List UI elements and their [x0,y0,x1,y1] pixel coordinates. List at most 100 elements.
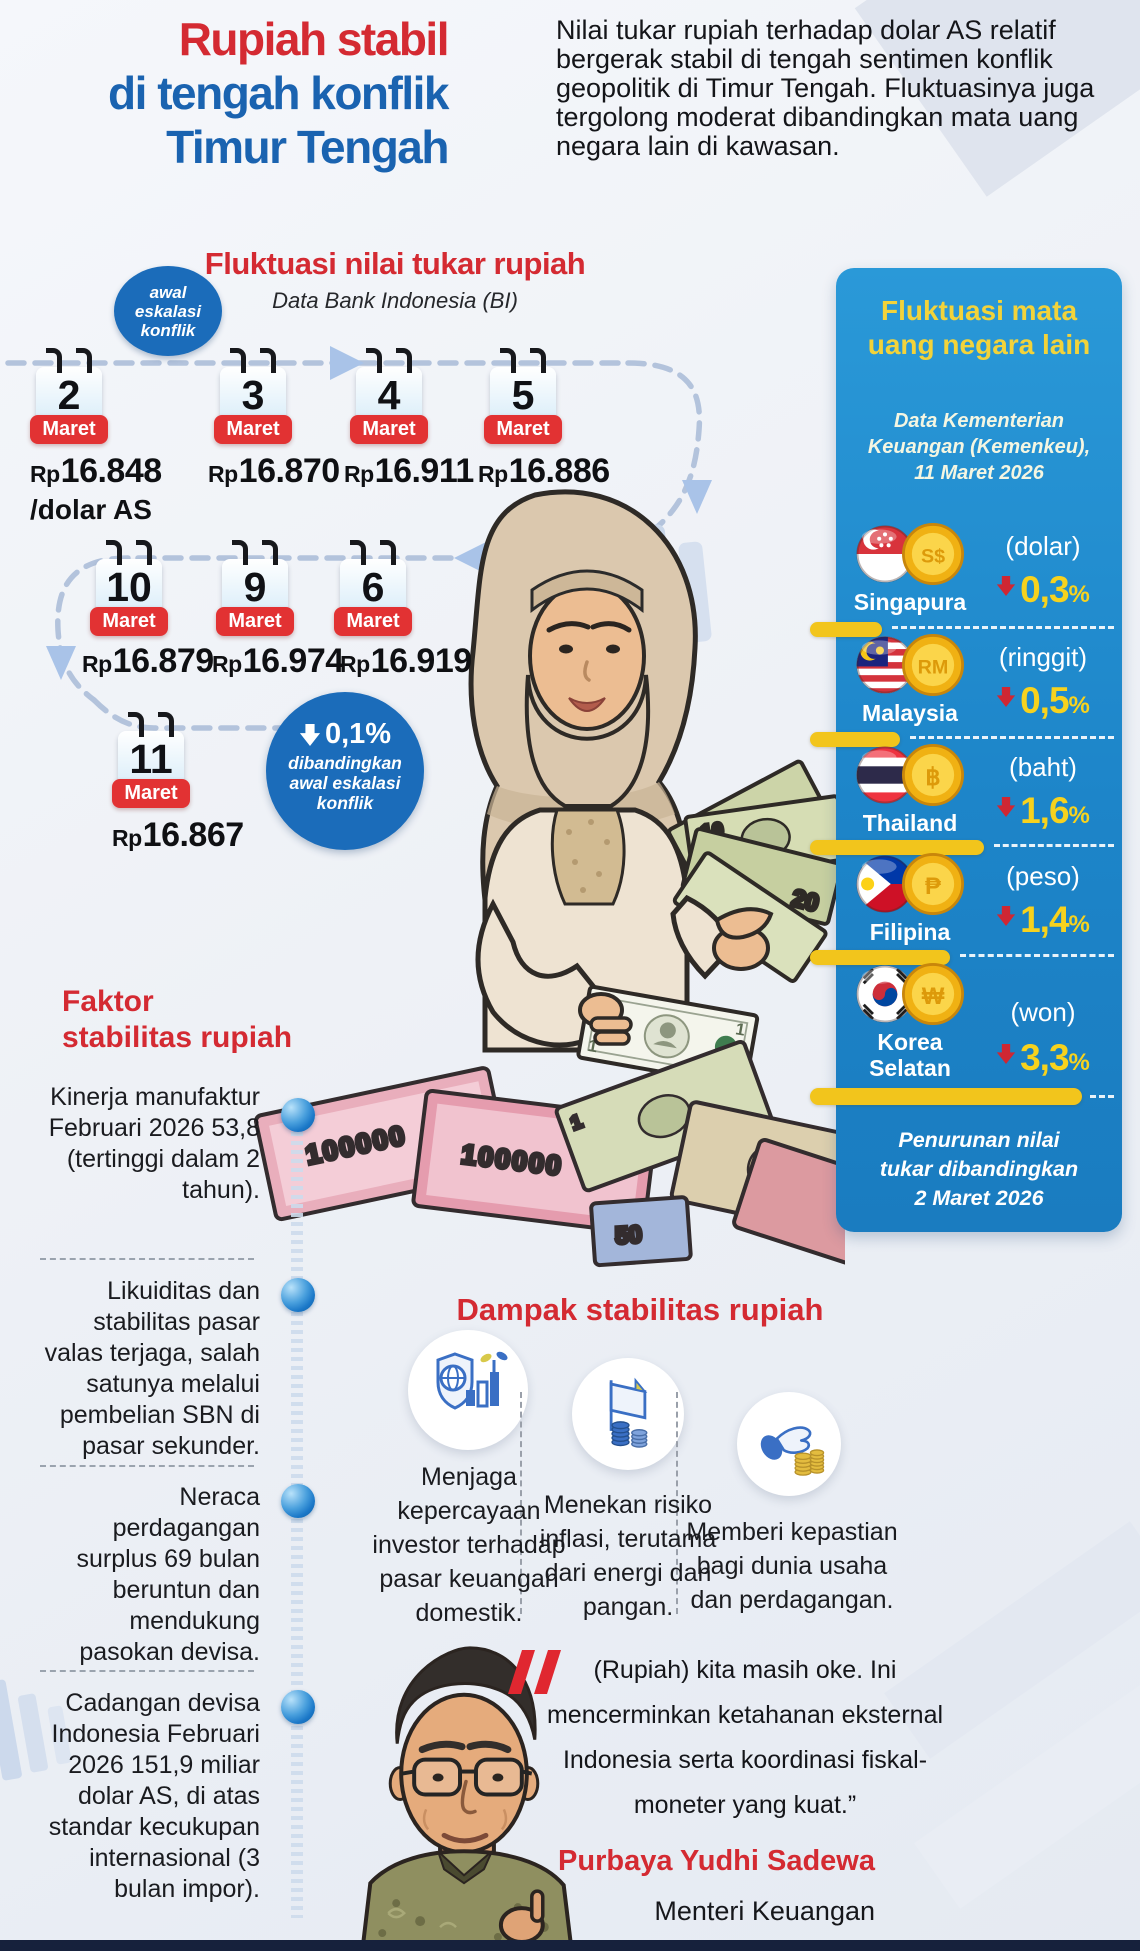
rate-value: Rp16.867 [112,816,244,854]
down-arrow-icon [996,906,1016,926]
page-title-line2: di tengah konflik [108,67,449,119]
page-title-line3: Timur Tengah [166,121,449,173]
factor-bullet-icon [281,1278,315,1312]
country-label: Filipina [869,919,951,945]
change-vs-start-badge: 0,1% dibandingkan awal eskalasi konflik [266,692,424,850]
row-divider [810,1088,1122,1105]
hand-coins-icon [760,1426,825,1476]
impact-item: Memberi kepastian bagi dunia usaha dan p… [686,1518,898,1614]
calendar-month: Maret [334,607,412,636]
calendar-day: 4 [356,367,422,423]
currency-row-korea-selatan: ₩ Korea Selatan (won) 3,3% [850,963,1110,1093]
calendar-month: Maret [350,415,428,444]
calendar-day: 6 [340,559,406,615]
svg-text:฿: ฿ [925,764,940,791]
svg-text:50: 50 [614,1221,643,1250]
currency-name: (won) [1010,997,1076,1027]
depreciation-value: 1,6% [976,790,1110,832]
calendar-hooks-icon [490,348,556,373]
quote-author: Purbaya Yudhi Sadewa [558,1845,875,1877]
singapore-flag-icon [856,525,914,583]
rate-value: Rp16.886 [478,452,610,490]
calendar-hooks-icon [222,540,288,565]
down-arrow-icon [996,576,1016,596]
factor-item: Neraca perdagangan surplus 69 bulan beru… [76,1483,260,1666]
impact-divider [676,1392,678,1614]
rate-value: Rp16.879 [82,642,214,680]
depreciation-value: 1,4% [976,899,1110,941]
philippines-flag-icon [856,855,914,913]
down-arrow-icon [996,687,1016,707]
intro-paragraph: Nilai tukar rupiah terhadap dolar AS rel… [556,15,1095,161]
calendar-day: 10 [96,559,162,615]
timeline-ladder-decoration [291,1132,303,1918]
other-currencies-panel: Fluktuasi mata uang negara lain Data Kem… [810,268,1122,1232]
currency-name: (peso) [1006,861,1080,891]
calendar-6-maret: 6 Maret [334,540,412,636]
woman-counting-money-illustration: 20 10 20 1 1 100000 100000 1 [253,489,845,1274]
calendar-hooks-icon [356,348,422,373]
row-divider [810,730,1122,747]
coin-icon: RM [902,634,964,696]
impact-icon-circle [408,1330,528,1450]
calendar-day: 11 [118,731,184,787]
calendar-day: 2 [36,367,102,423]
calendar-2-maret: 2 Maret [30,348,108,444]
calendar-9-maret: 9 Maret [216,540,294,636]
conflict-start-badge: awal eskalasi konflik [114,266,222,356]
coin-icon: ₩ [902,963,964,1025]
inflation-coins-icon [609,1377,648,1448]
rate-value: Rp16.974 [212,642,344,680]
svg-text:S$: S$ [921,545,945,567]
down-arrow-icon [996,797,1016,817]
row-divider [810,948,1122,965]
quote-text: (Rupiah) kita masih oke. Ini mencerminka… [546,1656,944,1819]
depreciation-value: 0,5% [976,680,1110,722]
country-label: Malaysia [862,700,958,726]
currency-row-filipina: ₱ Filipina (peso) 1,4% [850,853,1110,953]
calendar-month: Maret [90,607,168,636]
calendar-hooks-icon [36,348,102,373]
page-title-line1: Rupiah stabil [178,13,450,65]
rate-value: Rp16.870 [208,452,340,490]
impact-item: Menjaga kepercayaan investor terhadap pa… [372,1463,566,1627]
factors-section-title: Faktor stabilitas rupiah [62,985,293,1054]
calendar-month: Maret [112,779,190,808]
row-divider [810,838,1122,855]
calendar-hooks-icon [340,540,406,565]
factor-item: Cadangan devisa Indonesia Februari 2026 … [48,1689,260,1903]
calendar-month: Maret [216,607,294,636]
calendar-10-maret: 10 Maret [90,540,168,636]
calendar-hooks-icon [220,348,286,373]
impact-item: Menekan risiko inflasi, terutama dari en… [539,1491,717,1621]
calendar-month: Maret [30,415,108,444]
exchange-section-title: Fluktuasi nilai tukar rupiah [204,246,586,281]
currency-name: (baht) [1009,752,1077,782]
calendar-3-maret: 3 Maret [214,348,292,444]
calendar-5-maret: 5 Maret [484,348,562,444]
calendar-11-maret: 11 Maret [112,712,190,808]
factor-divider [40,1670,254,1672]
impact-icon-circle [572,1358,684,1470]
factor-bullet-icon [281,1484,315,1518]
factor-divider [40,1465,254,1467]
quote-author-role: Menteri Keuangan [654,1896,875,1926]
panel-source: Data Kementerian Keuangan (Kemenkeu), 11… [867,410,1091,484]
shield-globe-growth-icon [436,1351,508,1410]
currency-name: (ringgit) [998,642,1088,672]
factor-bullet-icon [281,1098,315,1132]
factor-bullet-icon [281,1690,315,1724]
svg-text:1: 1 [734,1019,747,1039]
calendar-day: 5 [490,367,556,423]
svg-text:₩: ₩ [922,983,945,1010]
calendar-month: Maret [484,415,562,444]
panel-footnote: Penurunan nilai tukar dibandingkan 2 Mar… [879,1128,1079,1210]
currency-row-thailand: ฿ Thailand (baht) 1,6% [850,744,1110,844]
coin-icon: S$ [902,523,964,585]
factor-item: Kinerja manufaktur Februari 2026 53,8 (t… [48,1083,260,1204]
currency-name: (dolar) [1005,531,1081,561]
calendar-4-maret: 4 Maret [350,348,428,444]
quote-mark-icon [508,1650,561,1694]
impact-divider [520,1392,522,1614]
